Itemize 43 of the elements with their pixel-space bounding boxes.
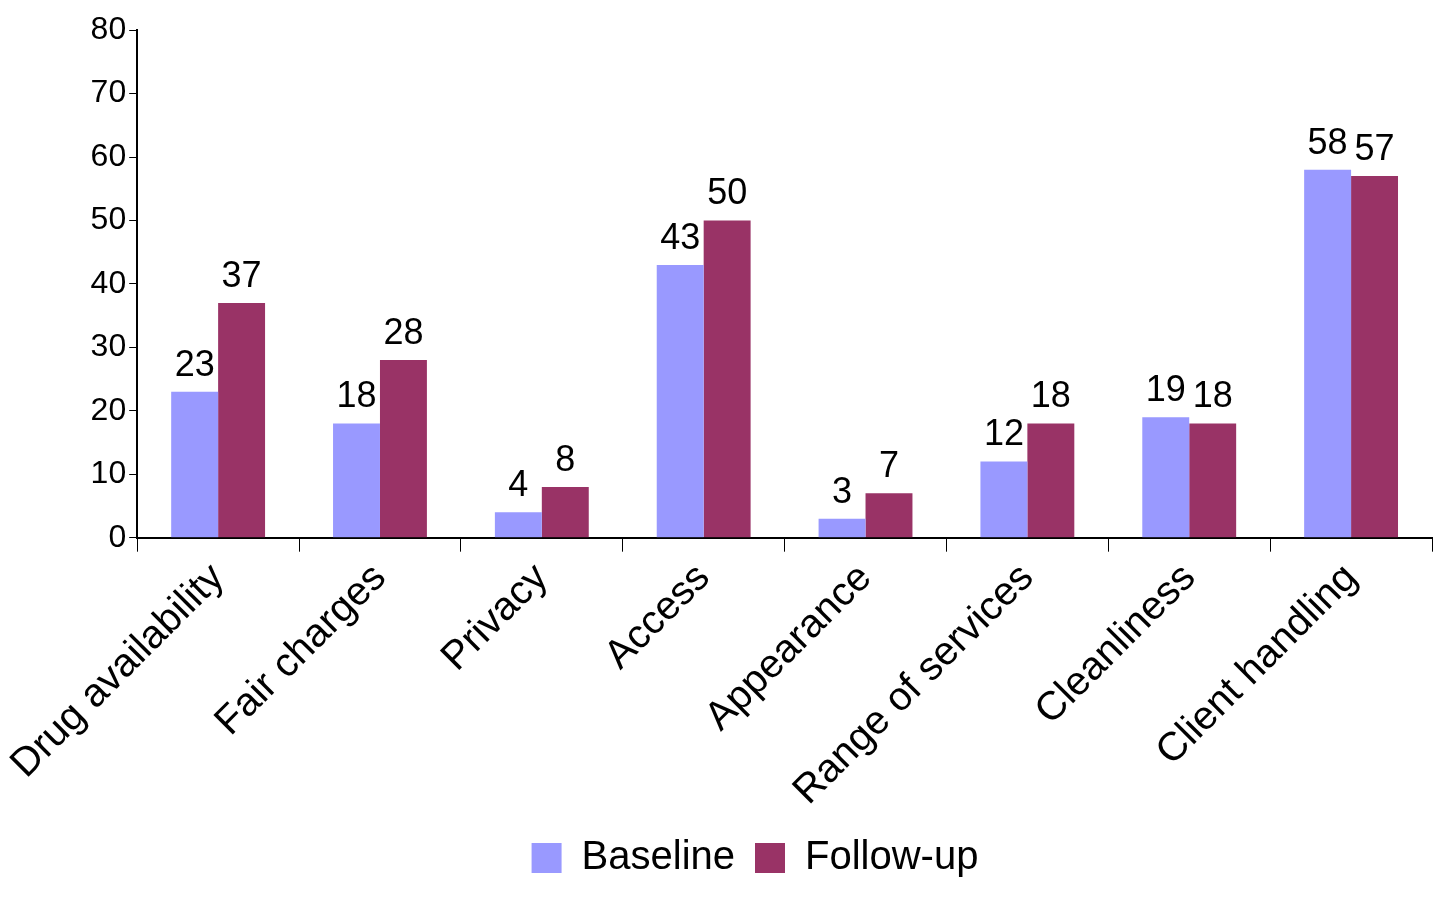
legend-label: Follow-up [805,833,979,878]
y-tick-label: 80 [90,10,127,47]
data-label: 18 [336,374,377,416]
bar [1027,423,1075,538]
data-label: 50 [707,171,748,213]
y-tick-label: 70 [90,73,127,110]
legend-label: Baseline [581,833,736,878]
bar [818,518,866,538]
data-label: 28 [383,310,424,352]
data-label: 18 [1030,374,1071,416]
data-label: 23 [174,342,215,384]
bar [171,391,219,538]
data-label: 8 [555,437,576,479]
bar [1142,417,1190,538]
data-label: 57 [1354,127,1395,169]
data-label: 3 [832,469,853,511]
bar [656,264,704,538]
bar [541,486,589,538]
bar [494,512,542,538]
data-label: 18 [1192,374,1233,416]
bar [218,302,266,538]
bar [333,423,380,538]
y-tick-label: 10 [90,454,127,491]
bar [1189,423,1237,538]
bar [865,493,913,538]
bar [1351,176,1399,538]
y-tick-label: 50 [90,200,127,237]
data-label: 19 [1145,368,1186,410]
y-tick-label: 0 [108,517,127,554]
y-tick-label: 60 [90,136,127,173]
bar [379,360,427,538]
y-tick-label: 40 [90,263,127,300]
data-label: 7 [878,444,900,486]
y-tick-label: 20 [90,390,127,427]
bar [703,220,751,538]
bar [1304,169,1352,538]
bar [980,461,1028,538]
data-label: 12 [983,412,1024,454]
data-label: 4 [508,463,529,505]
data-label: 37 [221,253,262,295]
y-tick-label: 30 [90,327,127,364]
data-label: 43 [660,215,701,257]
data-label: 58 [1307,120,1348,162]
